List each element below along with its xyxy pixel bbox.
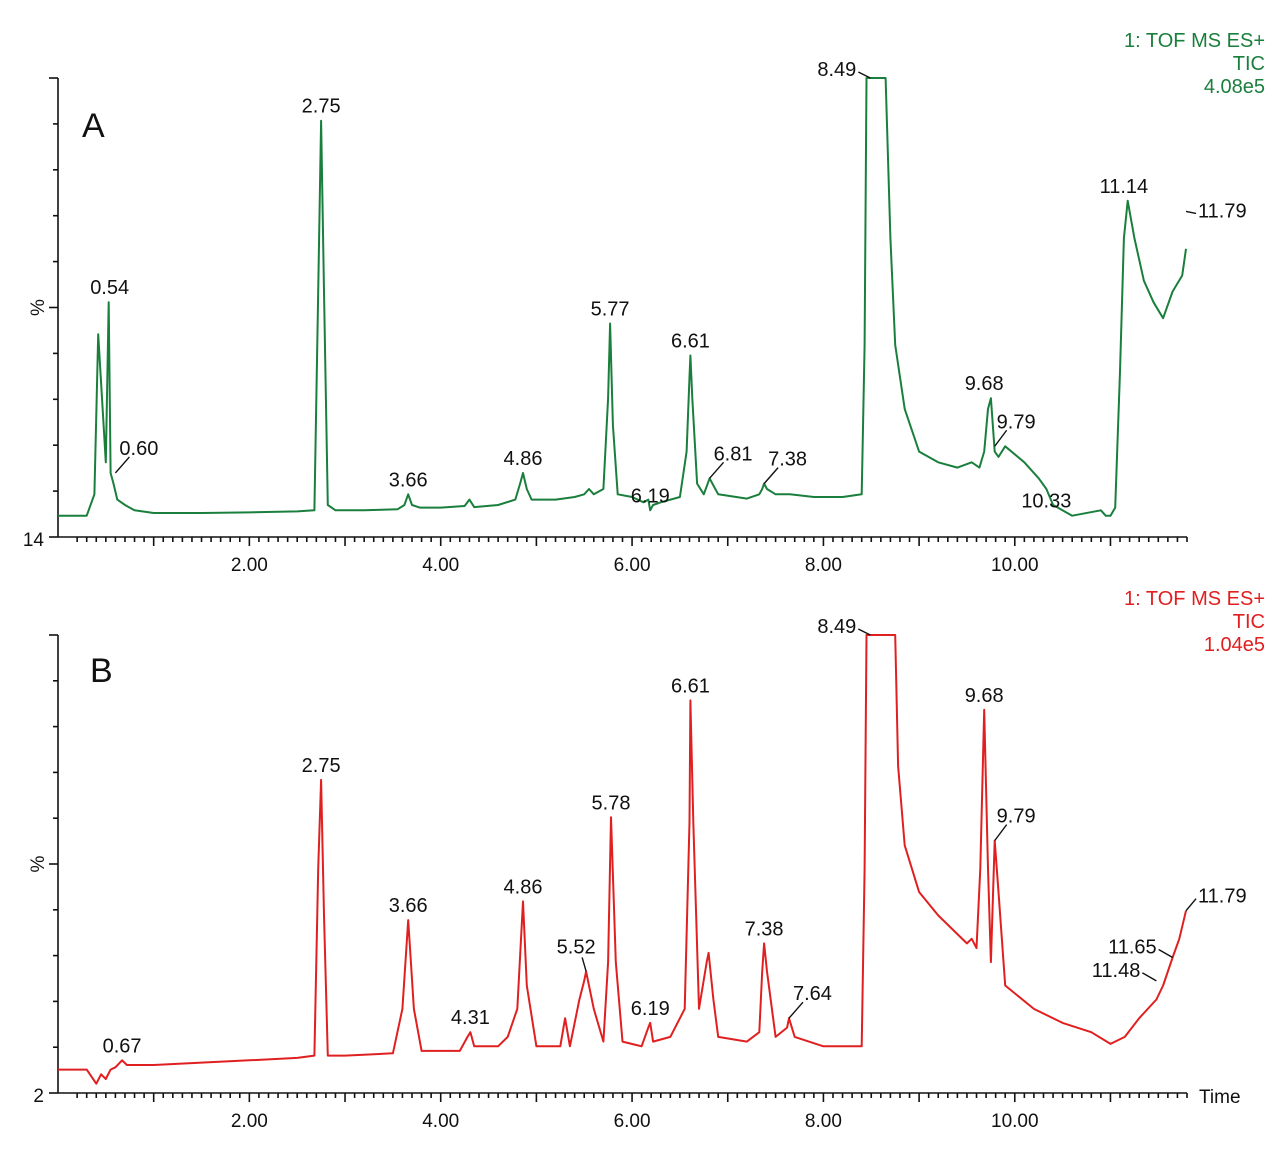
peak-label: 5.78 xyxy=(592,792,631,814)
info-line: TIC xyxy=(1233,611,1265,633)
x-tick-label: 10.00 xyxy=(991,555,1039,576)
peak-label: 6.61 xyxy=(671,675,710,697)
peak-leader xyxy=(994,429,1008,447)
peak-label: 7.38 xyxy=(745,918,784,940)
panel-letter: B xyxy=(90,652,113,690)
info-line: 1: TOF MS ES+ xyxy=(1124,30,1265,52)
peak-label: 5.52 xyxy=(557,936,596,958)
peak-leader xyxy=(1185,210,1197,215)
peak-label: 11.79 xyxy=(1198,200,1247,222)
peak-label: 3.66 xyxy=(389,469,428,491)
peak-leader xyxy=(114,456,130,474)
peak-label: 6.19 xyxy=(631,485,670,507)
peak-leader xyxy=(1142,972,1157,982)
peak-leader xyxy=(994,824,1008,842)
peak-label: 9.68 xyxy=(965,373,1004,395)
x-tick-label: 8.00 xyxy=(805,1111,842,1132)
y-axis-label: % xyxy=(28,855,49,872)
peak-label: 7.38 xyxy=(768,449,807,471)
y-min-label: 2 xyxy=(33,1086,44,1107)
peak-label: 11.48 xyxy=(1092,960,1141,982)
peak-leader xyxy=(1185,898,1197,912)
peak-leader xyxy=(581,957,587,972)
peak-label: 6.19 xyxy=(631,998,670,1020)
info-line: TIC xyxy=(1233,53,1265,75)
series-line xyxy=(58,634,1187,1085)
peak-label: 4.86 xyxy=(504,448,543,470)
peak-label: 4.31 xyxy=(451,1007,490,1029)
series-line xyxy=(58,77,1187,517)
x-tick-label: 6.00 xyxy=(614,1111,651,1132)
peak-label: 11.79 xyxy=(1198,886,1247,908)
peak-label: 6.81 xyxy=(714,443,753,465)
peak-label: 6.61 xyxy=(671,331,710,353)
peak-leader xyxy=(857,628,871,636)
peak-label: 0.60 xyxy=(119,438,158,460)
y-axis-label: % xyxy=(28,299,49,316)
panel-a: 2.00 4.00 6.00 8.00 10.00 14% A 1: TOF MS ES+TI… xyxy=(23,30,1265,576)
peak-label: 4.86 xyxy=(504,876,543,898)
peak-label: 7.64 xyxy=(793,983,832,1005)
x-tick-label: 6.00 xyxy=(614,555,651,576)
peak-label: 2.75 xyxy=(302,96,341,118)
peak-leader xyxy=(857,71,871,79)
peak-label: 11.65 xyxy=(1108,936,1157,958)
peak-label: 3.66 xyxy=(389,895,428,917)
panel-letter: A xyxy=(82,107,105,145)
peak-label: 0.54 xyxy=(90,277,129,299)
peak-label: 9.79 xyxy=(997,806,1036,828)
peak-label: 11.14 xyxy=(1100,176,1149,198)
x-tick-label: 8.00 xyxy=(805,555,842,576)
peak-label: 8.49 xyxy=(817,59,856,81)
x-tick-label: 4.00 xyxy=(422,1111,459,1132)
peak-label: 0.67 xyxy=(103,1035,142,1057)
x-axis-title: Time xyxy=(1199,1087,1241,1108)
peak-leader xyxy=(788,1001,804,1019)
y-min-label: 14 xyxy=(23,530,45,551)
peak-leader xyxy=(1158,948,1173,959)
peak-label: 5.77 xyxy=(591,299,630,321)
peak-leader xyxy=(709,461,725,479)
peak-leader xyxy=(763,467,779,485)
peak-label: 9.68 xyxy=(965,685,1004,707)
peak-label: 8.49 xyxy=(817,616,856,638)
info-line: 1.04e5 xyxy=(1204,634,1265,656)
info-line: 1: TOF MS ES+ xyxy=(1124,588,1265,610)
x-tick-label: 2.00 xyxy=(231,1111,268,1132)
x-tick-label: 4.00 xyxy=(422,555,459,576)
x-tick-label: 2.00 xyxy=(231,555,268,576)
peak-label: 9.79 xyxy=(997,411,1036,433)
peak-label: 10.33 xyxy=(1021,491,1071,513)
info-line: 4.08e5 xyxy=(1204,76,1265,98)
x-tick-label: 10.00 xyxy=(991,1111,1039,1132)
panel-b: 2.00 4.00 6.00 8.00 10.00 2% Time B 1: TOF MS ES… xyxy=(28,588,1265,1132)
peak-label: 2.75 xyxy=(302,755,341,777)
